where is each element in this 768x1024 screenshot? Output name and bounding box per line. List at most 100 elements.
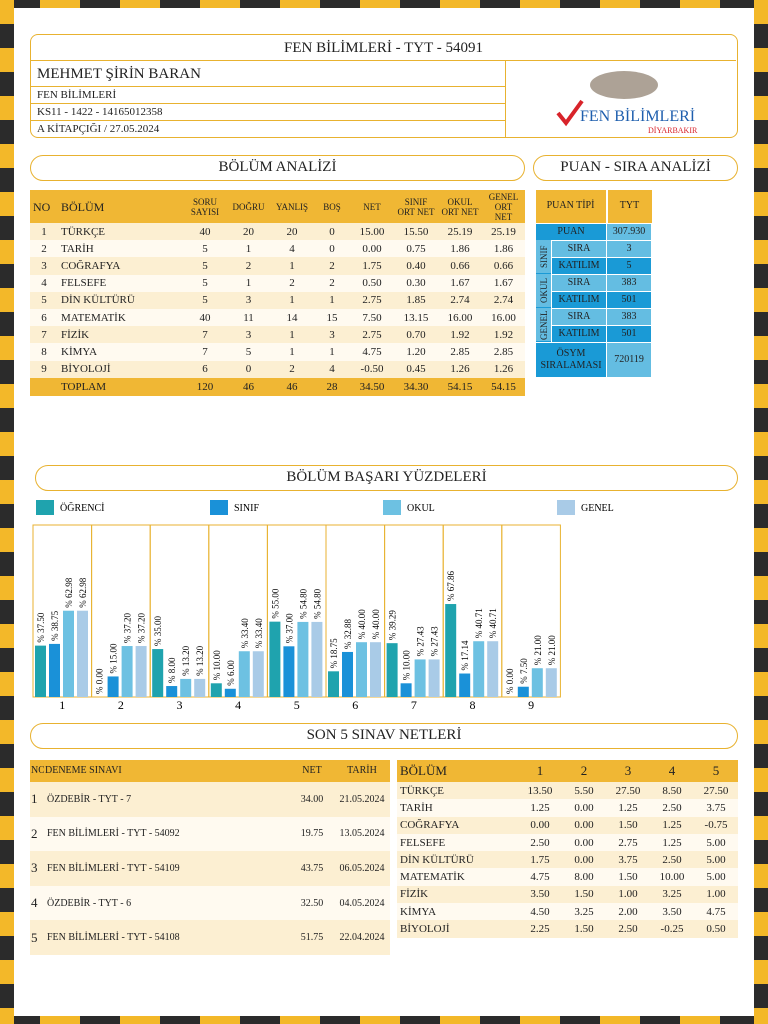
- table-cell: SORU SAYISI: [183, 190, 227, 223]
- table-cell: COĞRAFYA: [61, 259, 121, 272]
- header-box: FEN BİLİMLERİ - TYT - 54091 MEHMET ŞİRİN…: [30, 34, 738, 138]
- value-label: % 21.00: [533, 635, 543, 665]
- table-cell: 14: [286, 311, 298, 324]
- table-cell: 3: [606, 760, 650, 782]
- table-cell: SINIF: [535, 240, 552, 274]
- bar: [517, 686, 529, 697]
- bar: [210, 683, 222, 697]
- table-cell: 20: [286, 225, 298, 238]
- table-cell: NO: [30, 190, 58, 223]
- bar: [135, 646, 147, 697]
- table-cell: NET: [350, 190, 394, 223]
- bar: [194, 678, 206, 697]
- table-cell: 1: [329, 294, 335, 307]
- table-cell: 1: [289, 294, 295, 307]
- table-cell: 1.50: [618, 819, 638, 832]
- x-tick-label: 1: [59, 698, 65, 712]
- table-cell: 54.15: [491, 380, 516, 393]
- table-row: MATEMATİK 4.75 8.00 1.50 10.00 5.00: [397, 868, 738, 886]
- table-row: KİMYA 4.50 3.25 2.00 3.50 4.75: [397, 903, 738, 921]
- value-label: % 21.00: [547, 635, 557, 665]
- value-label: % 15.00: [109, 643, 119, 673]
- table-cell: 1.86: [493, 242, 514, 255]
- table-cell: 54.15: [447, 380, 473, 393]
- table-cell: 1.25: [530, 801, 550, 814]
- bar: [238, 651, 250, 697]
- table-cell: 720119: [606, 341, 653, 378]
- table-cell: FELSEFE: [61, 277, 107, 290]
- table-cell: 3: [245, 328, 252, 341]
- table-cell: 3.25: [662, 888, 682, 901]
- table-cell: 1.50: [618, 871, 638, 884]
- table-cell: DOĞRU: [227, 190, 270, 223]
- table-cell: 0.00: [530, 819, 550, 832]
- bar: [400, 683, 412, 697]
- table-row: 5 FEN BİLİMLERİ - TYT - 54108 51.75 22.04.2…: [30, 920, 390, 955]
- legend-swatch: [210, 500, 228, 515]
- table-cell: 15.00: [359, 225, 385, 238]
- table-cell: KİMYA: [61, 345, 98, 358]
- x-tick-label: 4: [235, 698, 241, 712]
- table-cell: 0.00: [362, 242, 382, 255]
- table-row: NO DENEME SINAVI NET TARİH: [30, 760, 390, 782]
- table-cell: 46: [286, 380, 298, 393]
- table-cell: 2.50: [662, 853, 682, 866]
- bar: [49, 643, 60, 697]
- table-cell: 1.25: [662, 819, 682, 832]
- table-row: 7 FİZİK 7 3 1 3 2.75 0.70 1.92 1.92: [30, 326, 525, 344]
- table-cell: SIRA: [550, 273, 608, 292]
- table-cell: 3: [329, 328, 335, 341]
- legend-label: GENEL: [581, 503, 614, 514]
- table-cell: [30, 378, 58, 396]
- value-label: % 62.98: [78, 577, 88, 607]
- table-cell: 15.50: [403, 225, 429, 238]
- table-cell: -0.50: [360, 363, 384, 376]
- table-cell: 1.67: [493, 277, 514, 290]
- border: [754, 0, 768, 1024]
- table-cell: 1: [245, 242, 252, 255]
- table-cell: 0.75: [406, 242, 426, 255]
- value-label: % 13.20: [181, 645, 191, 675]
- table-cell: MATEMATİK: [400, 871, 465, 884]
- table-cell: 0.66: [493, 259, 514, 272]
- value-label: % 54.80: [312, 588, 322, 618]
- table-row: 5 DİN KÜLTÜRÜ 5 3 1 1 2.75 1.85 2.74 2.74: [30, 291, 525, 309]
- value-label: % 10.00: [402, 650, 412, 680]
- table-cell: 0: [329, 242, 335, 255]
- value-label: % 33.40: [240, 618, 250, 648]
- table-cell: PUAN TİPİ: [535, 190, 608, 223]
- section-title: BÖLÜM BAŞARI YÜZDELERİ: [35, 465, 738, 491]
- last-exams-table: NO DENEME SINAVI NET TARİH 1 ÖZDEBİR - TYT - …: [30, 760, 390, 955]
- table-cell: 4: [41, 277, 47, 290]
- table-row: OKUL SIRA 383: [535, 273, 653, 308]
- table-row: COĞRAFYA 0.00 0.00 1.50 1.25 -0.75: [397, 816, 738, 834]
- nets-table: BÖLÜM 1 2 3 4 5 TÜRKÇE 13.50 5.50 27.50 8.50 27.50 T…: [397, 760, 738, 938]
- table-cell: 2: [289, 277, 295, 290]
- logo-check: [556, 99, 584, 127]
- bar: [459, 673, 471, 697]
- section-title: BÖLÜM ANALİZİ: [30, 155, 525, 181]
- x-tick-label: 3: [177, 698, 183, 712]
- table-cell: 2.75: [362, 328, 382, 341]
- table-cell: SIRA: [550, 307, 608, 326]
- value-label: % 27.43: [430, 626, 440, 656]
- table-row: 4 FELSEFE 5 1 2 2 0.50 0.30 1.67 1.67: [30, 274, 525, 292]
- table-cell: 0.50: [362, 277, 382, 290]
- table-cell: 5: [202, 259, 208, 272]
- table-row: TOPLAM 120 46 46 28 34.50 34.30 54.15 54.15: [30, 377, 525, 396]
- table-cell: 25.19: [491, 225, 516, 238]
- bar: [77, 610, 88, 697]
- bar: [269, 621, 281, 697]
- table-cell: BOŞ: [314, 190, 350, 223]
- table-row: ÖSYM SIRALAMASI 720119: [534, 341, 653, 378]
- table-cell: 2: [245, 259, 252, 272]
- bar: [311, 621, 323, 697]
- table-row: 3 COĞRAFYA 5 2 1 2 1.75 0.40 0.66 0.66: [30, 257, 525, 275]
- table-cell: TÜRKÇE: [400, 784, 444, 797]
- table-row: NO BÖLÜM SORU SAYISI DOĞRU YANLIŞ BOŞ NET SINIF…: [30, 190, 525, 223]
- table-cell: SIRA: [550, 239, 608, 258]
- table-cell: 15: [326, 311, 338, 324]
- legend-swatch: [36, 500, 54, 515]
- table-cell: 51.75: [300, 932, 324, 944]
- table-row: SINIF SIRA 3: [535, 239, 653, 274]
